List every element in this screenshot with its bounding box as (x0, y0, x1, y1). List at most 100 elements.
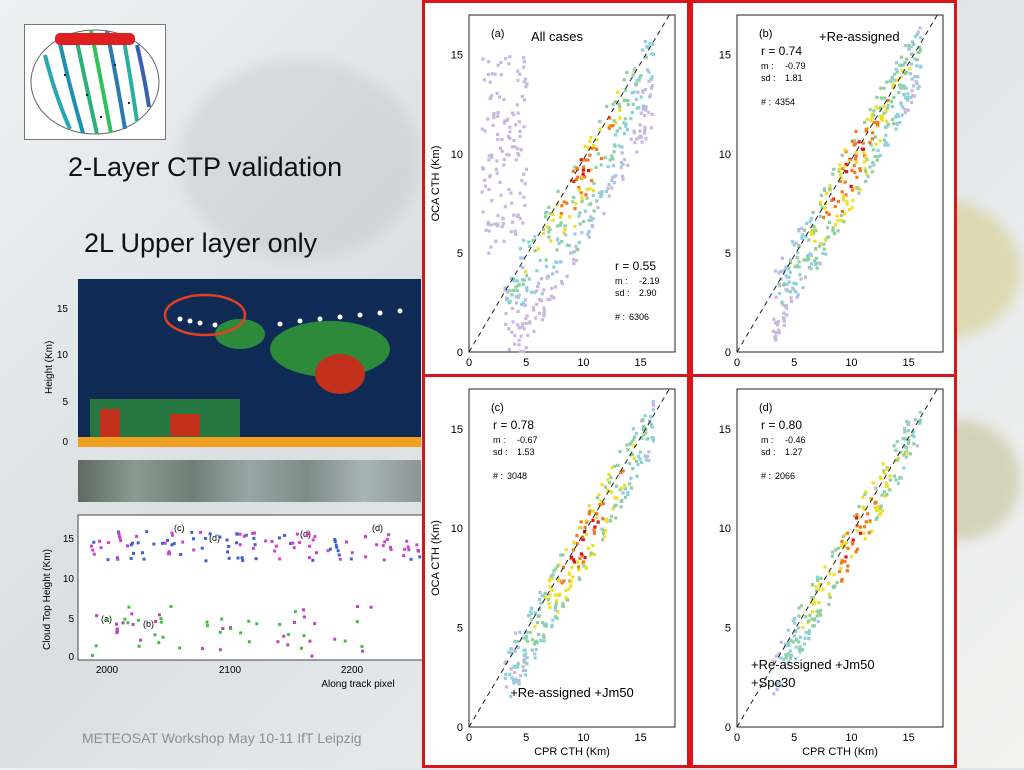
density-cell (522, 327, 526, 331)
density-cell (495, 171, 499, 175)
density-cell (502, 157, 506, 162)
density-cell (602, 211, 606, 216)
ctp-dot (97, 539, 101, 543)
density-cell (916, 30, 920, 34)
density-cell (528, 320, 532, 324)
panel-letter: (c) (491, 402, 504, 414)
one-to-one-line (736, 14, 938, 353)
density-cell (502, 163, 506, 167)
stat-n-label: # : (761, 97, 771, 107)
density-cell (880, 508, 885, 513)
density-cell (622, 158, 627, 162)
density-cell (573, 224, 577, 229)
density-cell (524, 321, 528, 325)
density-cell (912, 430, 916, 434)
density-cell (904, 455, 909, 459)
density-cell (611, 124, 615, 128)
density-cell (792, 281, 796, 285)
density-cell (525, 662, 529, 666)
density-cell (551, 573, 555, 577)
ctp-dot (313, 622, 317, 626)
density-cell (621, 162, 625, 166)
density-cell (644, 137, 648, 141)
density-cell (827, 592, 831, 596)
ctp-dot (286, 643, 290, 647)
density-cell (544, 624, 548, 628)
density-cell (612, 180, 616, 185)
density-cell (587, 504, 591, 508)
density-cell (846, 564, 850, 568)
panel-ytick: 15 (451, 50, 463, 62)
density-cell (574, 258, 579, 263)
density-cell (606, 186, 610, 191)
density-cell (919, 36, 923, 40)
density-cell (884, 109, 888, 114)
density-cell (632, 69, 636, 73)
density-cell (844, 162, 848, 167)
density-cell (779, 640, 783, 644)
density-cell (845, 202, 849, 206)
density-cell (617, 144, 621, 148)
density-cell (559, 260, 563, 264)
density-cell (611, 164, 616, 168)
density-cell (572, 540, 576, 544)
density-cell (822, 247, 826, 251)
ctp-dot (115, 629, 119, 633)
density-cell (603, 155, 607, 160)
density-cell (512, 138, 516, 143)
density-cell (521, 350, 526, 354)
density-cell (546, 274, 550, 278)
density-cell (850, 206, 854, 210)
density-cell (553, 615, 558, 619)
density-cell (581, 168, 585, 172)
density-cell (607, 126, 611, 130)
density-cell (522, 65, 526, 69)
density-cell (902, 466, 906, 470)
density-cell (607, 183, 611, 187)
density-cell (562, 579, 566, 583)
density-cell (865, 172, 869, 176)
ctp-dot (298, 541, 302, 545)
density-cell (516, 152, 520, 156)
density-cell (874, 486, 878, 490)
density-cell (515, 103, 519, 107)
density-cell (606, 165, 610, 169)
density-cell (825, 210, 829, 215)
density-cell (555, 270, 559, 274)
density-cell (831, 226, 835, 230)
density-cell (509, 667, 513, 671)
density-cell (503, 57, 507, 61)
density-cell (504, 685, 508, 689)
density-cell (520, 94, 524, 98)
density-cell (524, 637, 528, 641)
density-cell (803, 275, 808, 279)
density-cell (558, 215, 563, 219)
density-cell (539, 638, 543, 643)
stat-m: -0.67 (517, 435, 538, 445)
density-cell (618, 116, 622, 120)
density-cell (521, 282, 525, 286)
density-cell (487, 229, 491, 233)
density-cell (614, 121, 618, 125)
density-cell (875, 123, 880, 127)
density-cell (569, 251, 573, 255)
density-cell (778, 284, 782, 288)
density-cell (864, 520, 868, 524)
ctp-dot (292, 620, 296, 624)
density-cell (502, 98, 506, 102)
density-cell (900, 69, 904, 73)
density-cell (845, 200, 849, 204)
density-cell (791, 286, 795, 290)
density-cell (532, 308, 536, 312)
ctp-dot (409, 557, 413, 561)
density-cell (517, 343, 521, 347)
density-cell (825, 235, 829, 240)
curtain-plot: Height (Km) 0 5 10 15 (44, 279, 421, 448)
density-cell (627, 461, 632, 466)
density-cell (497, 95, 502, 99)
density-cell (629, 137, 633, 141)
density-cell (797, 640, 801, 644)
density-cell (901, 436, 905, 441)
density-cell (785, 282, 789, 287)
density-cell (794, 282, 798, 286)
